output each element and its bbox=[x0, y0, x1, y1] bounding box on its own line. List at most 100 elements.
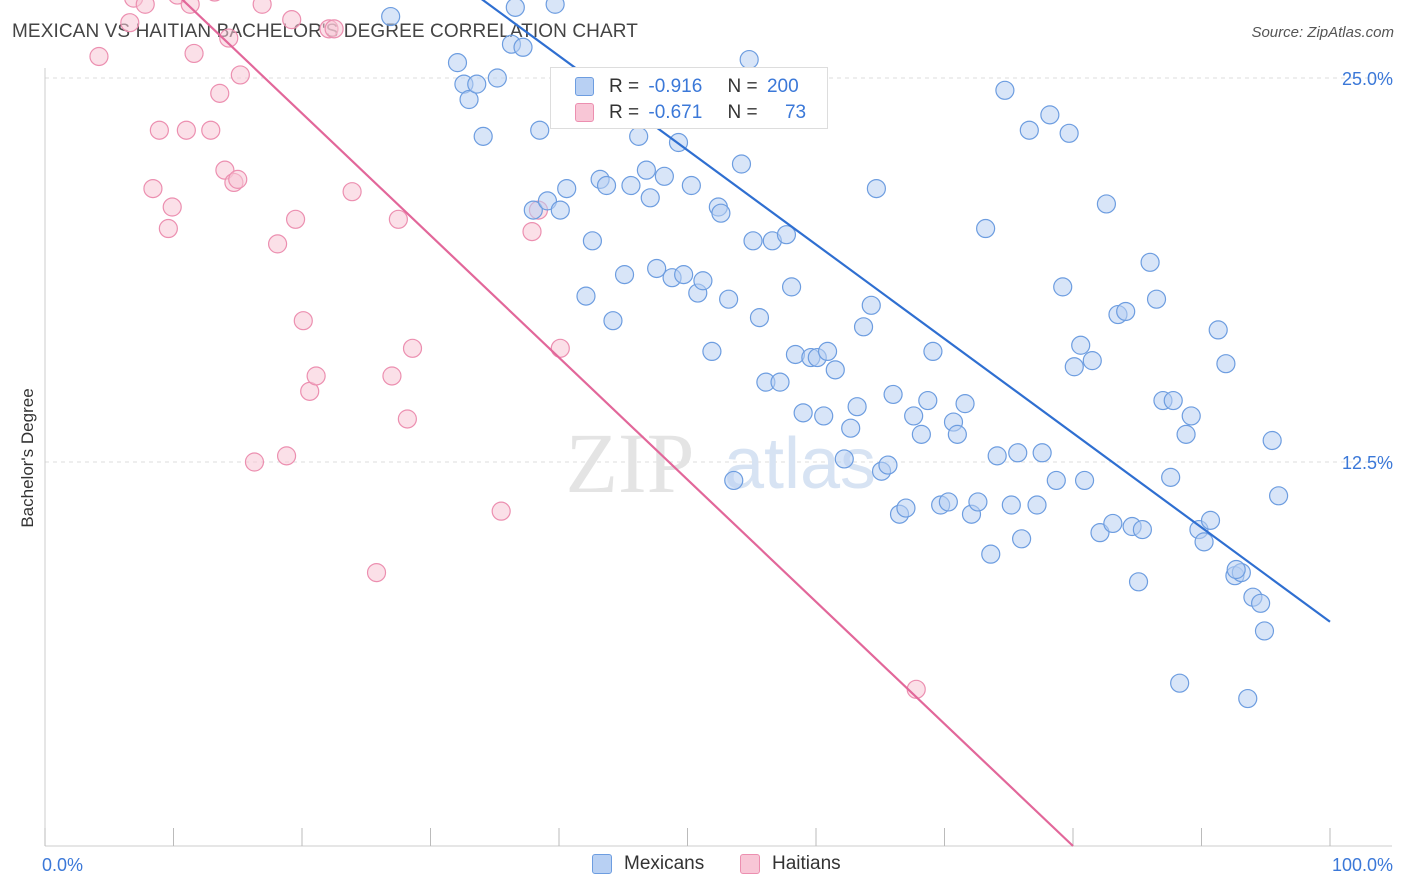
watermark: ZIP atlas bbox=[566, 415, 877, 511]
mexicans-point bbox=[674, 265, 694, 285]
mexicans-point bbox=[467, 74, 487, 94]
haitians-point bbox=[209, 0, 220, 2]
haitians-point bbox=[135, 0, 155, 14]
mexicans-point bbox=[987, 446, 1007, 466]
haitians-point bbox=[158, 218, 178, 239]
mexicans-point bbox=[1032, 443, 1052, 463]
haitians-point bbox=[397, 409, 417, 429]
mexicans-point bbox=[1140, 252, 1160, 272]
mexicans-r-value: -0.916 bbox=[648, 76, 703, 97]
trend-lines bbox=[181, 0, 1331, 847]
mexicans-point bbox=[793, 403, 813, 423]
haitians-point bbox=[176, 120, 196, 140]
mexicans-point bbox=[550, 200, 570, 220]
haitians-point bbox=[306, 366, 326, 386]
mexicans-point bbox=[1071, 335, 1091, 355]
mexicans-points bbox=[381, 0, 1289, 709]
haitians-point bbox=[522, 222, 542, 242]
mexicans-point bbox=[545, 0, 565, 14]
mexicans-point bbox=[1019, 120, 1039, 140]
mexicans-point bbox=[1194, 532, 1214, 552]
haitians-point bbox=[143, 178, 163, 199]
mexicans-point bbox=[711, 203, 731, 223]
mexicans-point bbox=[918, 390, 938, 411]
haitians-point bbox=[388, 209, 408, 229]
x-tick-label-max: 100.0% bbox=[1332, 855, 1393, 875]
mexicans-point bbox=[834, 449, 854, 469]
mexicans-point bbox=[447, 53, 468, 73]
mexicans-point bbox=[1064, 357, 1084, 377]
mexicans-point bbox=[731, 154, 752, 174]
mexicans-point bbox=[1254, 621, 1275, 641]
mexicans-point bbox=[640, 188, 660, 208]
haitians-n-label: N = bbox=[727, 102, 758, 123]
mexicans-point bbox=[968, 492, 988, 512]
mexicans-point bbox=[1268, 486, 1289, 506]
mexicans-point bbox=[1208, 320, 1228, 340]
mexicans-point bbox=[1001, 495, 1021, 515]
haitians-point bbox=[491, 501, 511, 521]
haitians-r-value: -0.671 bbox=[648, 102, 703, 123]
mexicans-point bbox=[814, 406, 834, 426]
mexicans-point bbox=[614, 265, 635, 285]
mexicans-point bbox=[596, 175, 617, 196]
haitians-r-label: R = bbox=[609, 102, 640, 123]
legend-swatch-mexicans bbox=[592, 854, 612, 874]
haitians-point bbox=[149, 120, 169, 140]
mexicans-point bbox=[847, 397, 867, 417]
haitians-point bbox=[89, 46, 109, 67]
haitians-point bbox=[324, 19, 344, 39]
mexicans-point bbox=[636, 160, 656, 180]
mexicans-point bbox=[702, 341, 722, 362]
mexicans-point bbox=[1238, 688, 1258, 709]
haitians-point bbox=[230, 65, 250, 85]
mexicans-point bbox=[1251, 593, 1271, 613]
mexicans-n-value: 200 bbox=[766, 76, 799, 97]
mexicans-n-label: N = bbox=[727, 76, 758, 97]
mexicans-point bbox=[629, 126, 649, 146]
mexicans-point bbox=[513, 37, 533, 57]
mexicans-point bbox=[724, 470, 744, 491]
haitians-swatch bbox=[575, 103, 594, 122]
mexicans-point bbox=[1262, 430, 1282, 451]
mexicans-point bbox=[1011, 529, 1032, 549]
mexicans-point bbox=[1053, 277, 1073, 297]
y-tick-label: 25.0% bbox=[1342, 69, 1393, 89]
mexicans-point bbox=[1226, 559, 1246, 580]
mexicans-point bbox=[576, 286, 596, 306]
mexicans-point bbox=[459, 89, 479, 110]
mexicans-point bbox=[1146, 289, 1167, 309]
haitians-point bbox=[228, 169, 248, 189]
mexicans-point bbox=[1163, 390, 1183, 411]
mexicans-point bbox=[785, 344, 806, 365]
haitians-point bbox=[282, 10, 302, 30]
legend-label-haitians: Haitians bbox=[772, 853, 841, 874]
mexicans-point bbox=[1132, 519, 1152, 540]
mexicans-point bbox=[749, 308, 770, 328]
mexicans-point bbox=[1176, 424, 1196, 444]
haitians-point bbox=[162, 197, 182, 217]
mexicans-trend-line bbox=[481, 0, 1331, 623]
haitians-point bbox=[184, 43, 204, 64]
mexicans-point bbox=[739, 49, 759, 70]
mexicans-point bbox=[1128, 572, 1149, 592]
mexicans-point bbox=[582, 231, 603, 251]
mexicans-point bbox=[1216, 354, 1236, 374]
haitians-trend-line bbox=[181, 0, 1074, 847]
mexicans-r-label: R = bbox=[609, 76, 640, 97]
mexicans-point bbox=[781, 277, 802, 297]
correlation-box: R = -0.916 N = 200 R = -0.671 N = 73 bbox=[550, 67, 828, 129]
mexicans-point bbox=[487, 68, 507, 88]
haitians-point bbox=[210, 83, 230, 103]
mexicans-point bbox=[681, 175, 701, 196]
mexicans-point bbox=[1103, 513, 1123, 534]
haitians-point bbox=[402, 338, 423, 358]
mexicans-point bbox=[883, 384, 903, 405]
mexicans-point bbox=[825, 360, 845, 380]
mexicans-point bbox=[904, 406, 924, 426]
mexicans-point bbox=[995, 80, 1015, 100]
mexicans-point bbox=[1096, 194, 1117, 214]
mexicans-point bbox=[770, 372, 790, 392]
mexicans-point bbox=[1046, 470, 1066, 491]
mexicans-point bbox=[1116, 301, 1136, 322]
